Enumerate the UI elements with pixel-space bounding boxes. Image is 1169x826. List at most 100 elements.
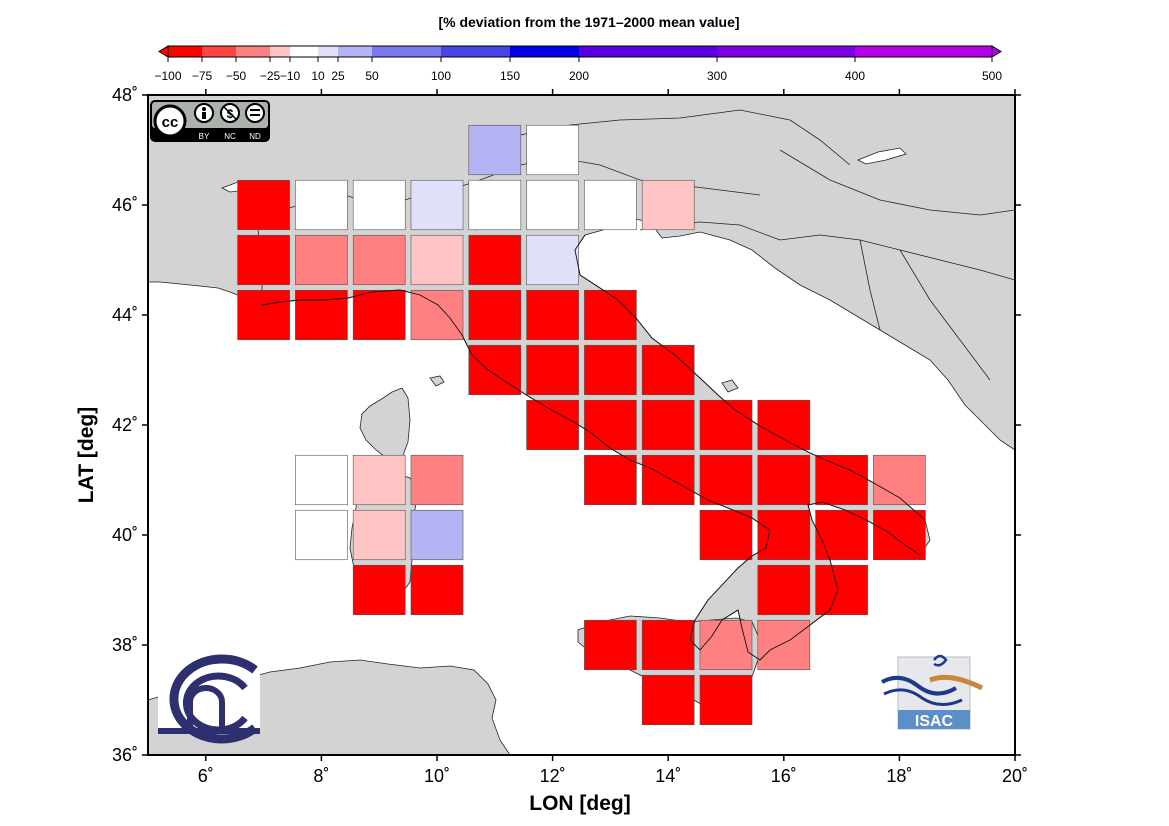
colorbar-bin: [510, 46, 579, 57]
deviation-cell: [699, 674, 753, 726]
deviation-cell: [352, 564, 406, 616]
colorbar-tick-label: −100: [154, 69, 181, 83]
deviation-cell: [526, 179, 579, 231]
deviation-cell: [352, 234, 406, 286]
lon-tick-label: 20˚: [1002, 766, 1028, 786]
colorbar-bin: [202, 46, 236, 57]
cc-label-nd: ND: [249, 132, 261, 141]
cnr-logo: [158, 648, 260, 744]
colorbar-tick-label: 100: [431, 69, 451, 83]
cc-icon: [153, 104, 187, 138]
lake-balaton: [857, 147, 907, 165]
lat-tick-label: 40˚: [112, 525, 138, 545]
colorbar-tick-label: 150: [500, 69, 520, 83]
deviation-cell: [815, 454, 868, 506]
land-gargano: [721, 379, 739, 393]
deviation-cell: [352, 289, 406, 341]
isac-sun-arc: [929, 674, 984, 691]
deviation-cell: [757, 564, 811, 616]
lon-tick-label: 16˚: [771, 766, 797, 786]
axis-ticks: 6˚ 8˚ 10˚ 12˚ 14˚ 16˚ 18˚ 20˚ 36˚ 38˚ 40˚ 42˚ 44˚ 46˚…: [112, 85, 1028, 786]
deviation-cell: [410, 509, 464, 561]
colorbar-tick-label: 300: [707, 69, 727, 83]
deviation-cell: [641, 399, 695, 451]
land-elba: [429, 375, 445, 387]
cc-label-by: BY: [199, 132, 210, 141]
deviation-cell: [757, 619, 811, 671]
deviation-cell: [584, 289, 637, 341]
nd-icon: [245, 103, 265, 123]
deviation-cell: [526, 234, 579, 286]
colorbar-tick-label: −50: [226, 69, 247, 83]
colorbar-bin: [717, 46, 855, 57]
colorbar-bin: [372, 46, 441, 57]
lon-tick-label: 6˚: [198, 766, 214, 786]
colorbar-tick-label: 50: [365, 69, 379, 83]
deviation-cell: [295, 509, 348, 561]
deviation-cell: [526, 289, 579, 341]
deviation-cell: [757, 399, 811, 451]
lat-tick-label: 44˚: [112, 305, 138, 325]
lon-tick-label: 18˚: [886, 766, 912, 786]
colorbar-bin: [270, 46, 290, 57]
colorbar-tick-label: 500: [982, 69, 1002, 83]
colorbar-tick-label: 10: [311, 69, 325, 83]
deviation-cells: [237, 124, 926, 726]
colorbar-tick-label: −75: [192, 69, 213, 83]
deviation-cell: [237, 234, 290, 286]
cnr-logo-core: [187, 685, 225, 730]
deviation-cell: [584, 399, 637, 451]
deviation-cell: [641, 674, 695, 726]
deviation-cell: [352, 454, 406, 506]
colorbar-bin: [338, 46, 372, 57]
coastlines: [261, 234, 926, 661]
deviation-cell: [757, 509, 811, 561]
deviation-cell: [237, 179, 290, 231]
deviation-cell: [410, 564, 464, 616]
deviation-cell: [468, 344, 522, 396]
colorbar-bin: [290, 46, 318, 57]
lat-tick-label: 46˚: [112, 195, 138, 215]
colorbar-bin: [579, 46, 717, 57]
border-balkans: [859, 239, 991, 381]
deviation-cell: [699, 399, 753, 451]
colorbar-tick-label: 200: [569, 69, 589, 83]
deviation-cell: [410, 234, 464, 286]
colorbar-high-arrow: [991, 45, 1002, 58]
coastline-italy: [261, 289, 921, 661]
lat-tick-label: 48˚: [112, 85, 138, 105]
deviation-cell: [295, 179, 348, 231]
deviation-cell: [468, 124, 522, 176]
isac-wave-upper: [881, 675, 958, 696]
colorbar-title: [% deviation from the 1971–2000 mean val…: [438, 14, 739, 30]
cnr-logo-outer-arc: [169, 654, 258, 744]
deviation-cell: [757, 454, 811, 506]
colorbar: −100 −75 −50 −25 −10 10 25 50 100 150 200 300 400 500: [154, 45, 1002, 83]
lat-tick-label: 38˚: [112, 635, 138, 655]
deviation-cell: [584, 344, 637, 396]
deviation-cell: [468, 289, 522, 341]
deviation-cell: [410, 289, 464, 341]
deviation-cell: [295, 454, 348, 506]
map-area: [148, 95, 1015, 755]
colorbar-bin: [318, 46, 338, 57]
deviation-cell: [584, 179, 637, 231]
deviation-cell: [641, 454, 695, 506]
lat-tick-label: 42˚: [112, 415, 138, 435]
cc-label-nc: NC: [224, 132, 236, 141]
colorbar-tick-label: 25: [331, 69, 345, 83]
deviation-cell: [468, 234, 522, 286]
colorbar-tick-label: −25: [260, 69, 281, 83]
deviation-cell: [699, 454, 753, 506]
colorbar-bin: [441, 46, 510, 57]
deviation-cell: [641, 179, 695, 231]
deviation-cell: [237, 289, 290, 341]
cc-icon-text: cc: [162, 114, 179, 131]
lon-tick-label: 12˚: [540, 766, 566, 786]
deviation-cell: [352, 179, 406, 231]
cc-license-badge: cc $ BY NC ND: [150, 100, 270, 142]
x-axis-label: LON [deg]: [529, 792, 630, 815]
isac-logo: ISAC: [881, 654, 984, 730]
deviation-cell: [526, 399, 579, 451]
colorbar-bin: [855, 46, 992, 57]
